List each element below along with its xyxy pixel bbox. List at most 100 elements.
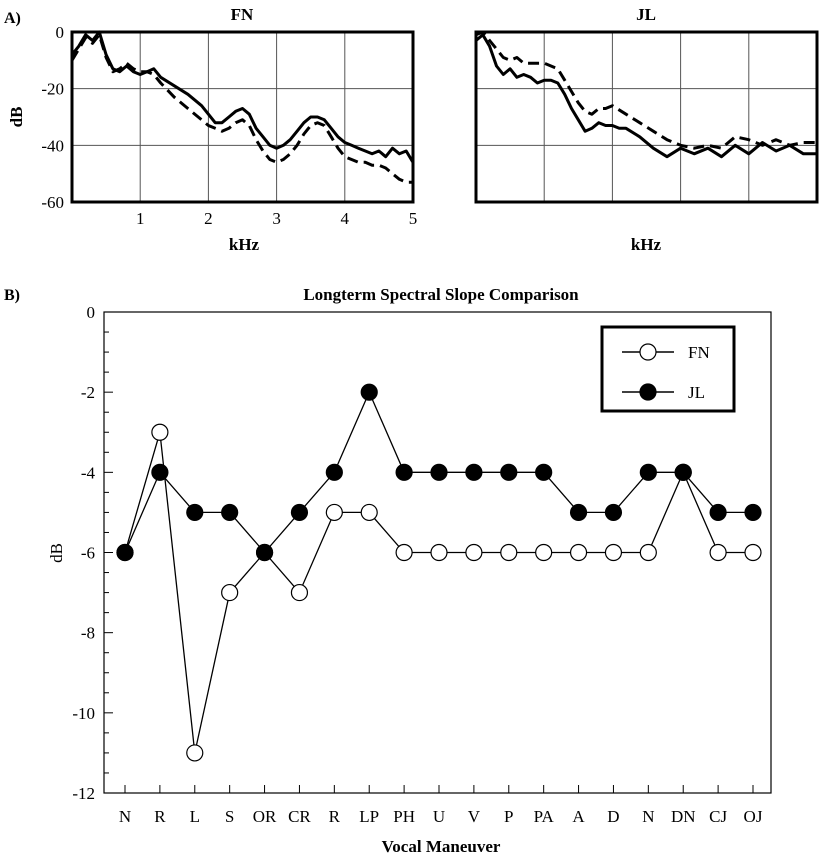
jl-frame (474, 30, 819, 204)
chart-jl: JL kHz (474, 5, 819, 254)
series-fn-point (186, 744, 204, 762)
fn-x-tick-label: 2 (204, 209, 213, 228)
slope-x-tick-label: V (468, 807, 481, 826)
series-jl-point (151, 463, 169, 481)
slope-x-tick-label: A (572, 807, 585, 826)
series-fn-point (500, 543, 518, 562)
series-fn-point (430, 543, 448, 562)
jl-series-solid (475, 33, 817, 159)
legend: FN JL (600, 325, 736, 413)
fn-y-tick-label: -60 (41, 193, 64, 212)
series-fn-point (360, 503, 378, 522)
fn-y-tick-label: 0 (56, 23, 65, 42)
slope-x-tick-label: N (119, 807, 131, 826)
fn-xlabel: kHz (229, 235, 260, 254)
series-jl-point (569, 503, 588, 522)
fn-x-tick-label: 1 (136, 209, 145, 228)
jl-title: JL (636, 5, 656, 24)
fn-x-tick-label: 4 (341, 209, 350, 228)
slope-x-tick-label: CJ (709, 807, 727, 826)
series-jl-point (116, 543, 134, 562)
series-fn-point (709, 543, 727, 562)
slope-y-tick-label: -4 (81, 463, 96, 482)
series-jl-point (744, 503, 762, 522)
series-jl-point (604, 503, 623, 522)
series-fn-point (290, 583, 309, 602)
fn-frame (70, 30, 415, 204)
fn-x-tick-label: 5 (409, 209, 418, 228)
series-jl-point (325, 463, 343, 481)
slope-y-tick-label: -6 (81, 544, 95, 563)
slope-x-tick-label: PH (393, 807, 415, 826)
fn-series-dashed (70, 33, 413, 184)
series-jl-point (221, 503, 239, 522)
slope-x-tick-label: R (329, 807, 341, 826)
slope-x-tick-label: U (433, 807, 445, 826)
fn-y-tick-label: -20 (41, 80, 64, 99)
legend-jl-marker (639, 383, 657, 401)
slope-y-tick-label: -10 (72, 704, 95, 723)
series-fn-point (325, 503, 343, 522)
slope-y-tick-label: -8 (81, 624, 95, 643)
slope-ylabel: dB (47, 543, 66, 563)
series-jl-point (430, 463, 448, 481)
slope-x-tick-label: S (225, 807, 234, 826)
slope-x-tick-label: DN (671, 807, 696, 826)
chart-fn: FN 0 -20 -40 -60 1 2 3 4 5 kHz dB (7, 5, 417, 254)
slope-title: Longterm Spectral Slope Comparison (303, 285, 579, 304)
slope-x-tick-label: L (190, 807, 200, 826)
slope-y-tick-label: -2 (81, 383, 95, 402)
fn-grid (72, 32, 413, 202)
legend-fn-marker (639, 343, 657, 361)
slope-x-tick-label: P (504, 807, 513, 826)
series-fn-point (221, 583, 239, 602)
fn-x-tick-label: 3 (272, 209, 281, 228)
slope-x-tick-label: OR (253, 807, 277, 826)
fn-y-tick-label: -40 (41, 136, 64, 155)
slope-x-tick-label: R (154, 807, 166, 826)
series-fn-point (639, 543, 657, 562)
fn-x-tick-labels: 1 2 3 4 5 (136, 209, 417, 228)
series-jl-point (360, 383, 378, 401)
series-fn-point (604, 543, 623, 562)
fn-y-tick-labels: 0 -20 -40 -60 (41, 23, 64, 212)
slope-x-tick-label: OJ (744, 807, 763, 826)
series-jl-point (465, 463, 483, 481)
slope-x-tick-label: N (642, 807, 654, 826)
series-fn-point (535, 543, 553, 562)
fn-lines (70, 30, 415, 184)
series-fn-point (744, 543, 762, 562)
jl-grid (476, 32, 817, 202)
series-jl-point (535, 463, 553, 481)
slope-x-tick-label: D (607, 807, 619, 826)
series-fn-point (151, 423, 169, 441)
slope-x-tick-label: CR (288, 807, 311, 826)
slope-x-ticks: N R L S OR CR R LP PH U V P PA A D N DN CJ OJ (119, 785, 763, 826)
series-jl-point (255, 543, 274, 562)
chart-slope: Longterm Spectral Slope Comparison 0 -2 -4… (47, 285, 772, 856)
series-jl-point (500, 463, 518, 481)
series-fn-point (569, 543, 588, 562)
slope-y-tick-label: 0 (87, 303, 96, 322)
series-jl-point (290, 503, 309, 522)
series-jl-point (639, 463, 657, 481)
jl-xlabel: kHz (631, 235, 662, 254)
jl-lines (475, 30, 817, 159)
series-jl-point (186, 503, 204, 522)
slope-series (116, 383, 762, 762)
series-jl-point (709, 503, 727, 522)
jl-series-dashed (475, 30, 817, 150)
series-jl-point (674, 463, 692, 481)
fn-title: FN (231, 5, 254, 24)
fn-series-solid (70, 30, 415, 164)
slope-x-tick-label: PA (534, 807, 555, 826)
slope-xlabel: Vocal Maneuver (382, 837, 501, 856)
slope-y-ticks: 0 -2 -4 -6 -8 -10 -12 (72, 303, 113, 803)
panel-a-label: A) (4, 10, 21, 27)
series-fn-point (395, 543, 413, 562)
slope-x-tick-label: LP (359, 807, 379, 826)
slope-y-tick-label: -12 (72, 784, 95, 803)
series-fn-point (465, 543, 483, 562)
legend-fn-label: FN (688, 343, 710, 362)
